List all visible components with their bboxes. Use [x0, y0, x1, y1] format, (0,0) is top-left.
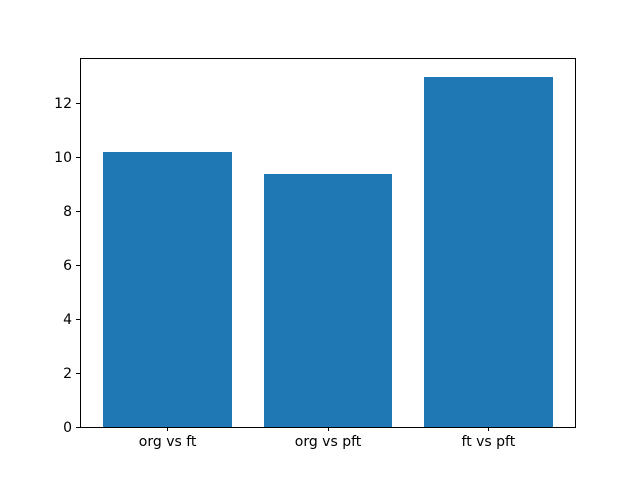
y-axis-tick-label: 6	[63, 258, 72, 275]
y-axis-tick-label: 4	[63, 312, 72, 329]
x-axis-tick	[487, 427, 489, 431]
y-axis-tick	[76, 318, 80, 320]
x-axis-tick	[167, 427, 169, 431]
bar-org-vs-pft	[263, 173, 393, 427]
y-axis-tick	[76, 156, 80, 158]
bar-ft-vs-pft	[424, 76, 553, 427]
bar-org-vs-ft	[103, 152, 232, 427]
x-axis-tick-label: ft vs pft	[461, 434, 516, 450]
x-axis-tick	[327, 427, 329, 431]
x-axis-tick-label: org vs pft	[294, 434, 362, 450]
y-axis-tick-label: 2	[63, 366, 72, 383]
plot-area: org vs ft org vs pft ft vs pft 0 2 4 6 8 10 12	[54, 58, 576, 450]
y-axis-tick	[76, 264, 80, 266]
y-axis-tick-label: 10	[54, 150, 72, 167]
x-axis-tick-label: org vs ft	[138, 434, 197, 450]
y-axis-tick	[76, 210, 80, 212]
y-axis-tick-label: 12	[54, 96, 72, 113]
y-axis-tick-label: 8	[63, 204, 72, 221]
y-axis-tick	[76, 426, 80, 428]
y-axis-tick-label: 0	[63, 420, 72, 436]
y-axis-tick	[76, 372, 80, 374]
y-axis-tick	[76, 102, 80, 104]
